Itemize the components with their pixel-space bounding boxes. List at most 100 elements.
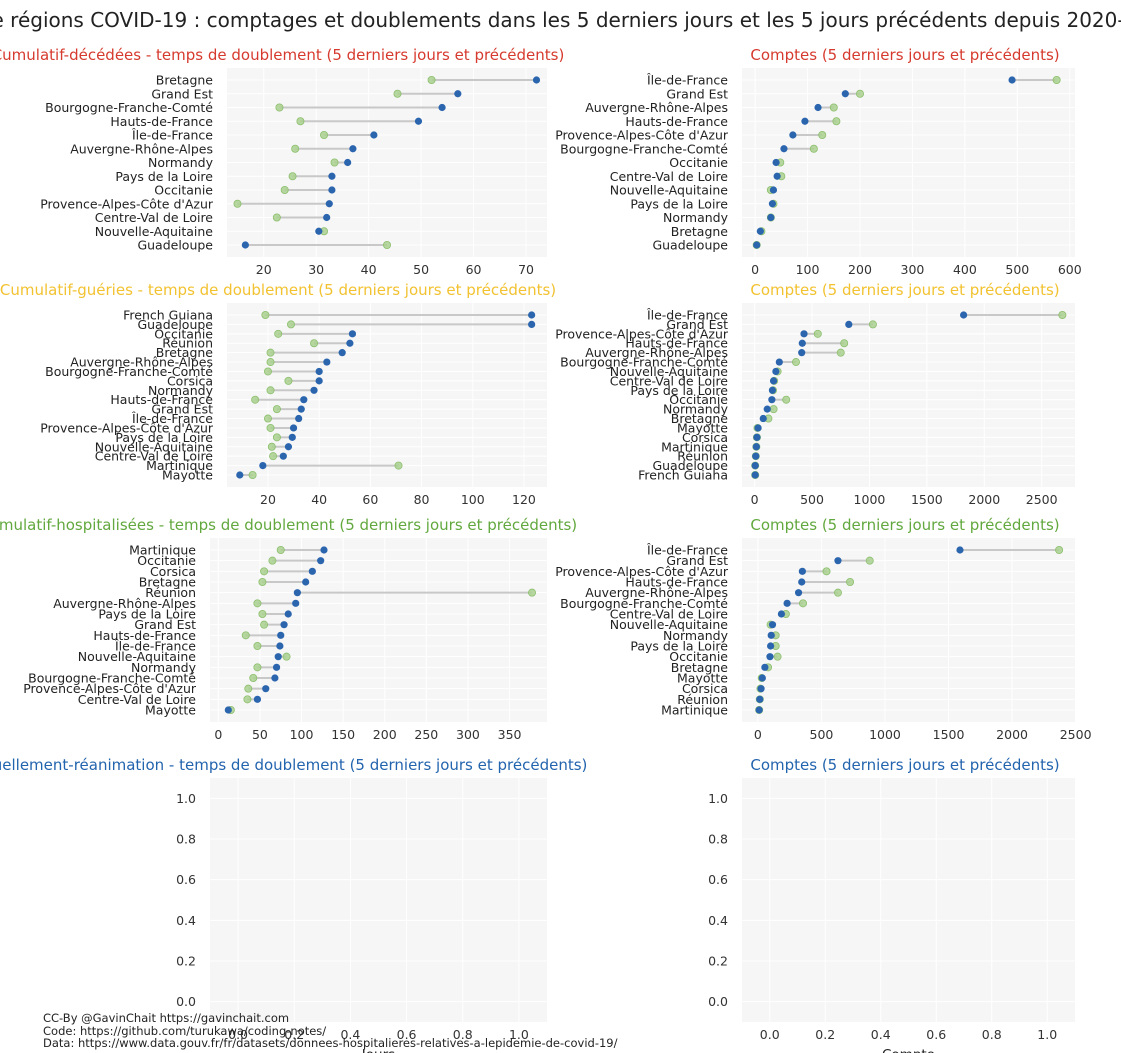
x-tick-label: 120: [512, 492, 536, 507]
plot-area: [742, 778, 1075, 1022]
category-label: Bourgogne-Franche-Comté: [45, 100, 213, 115]
current-point: [532, 76, 541, 84]
category-label: Auvergne-Rhône-Alpes: [585, 100, 728, 115]
previous-point: [855, 89, 864, 98]
category-label: Corsica: [682, 681, 728, 696]
current-point: [284, 610, 292, 618]
x-tick-label: 150: [331, 727, 355, 742]
footer-line-credit: CC-By @GavinChait https://gavinchait.com: [43, 1011, 290, 1025]
current-point: [757, 685, 765, 693]
previous-point: [267, 442, 276, 451]
y-tick-label: 0.4: [176, 913, 196, 928]
current-point: [236, 471, 244, 479]
x-tick-label: 40: [311, 492, 327, 507]
y-tick-label: 0.8: [176, 832, 196, 847]
x-tick-label: 50: [252, 727, 268, 742]
current-point: [769, 377, 778, 385]
current-point: [308, 567, 316, 575]
previous-point: [266, 423, 275, 432]
current-point: [753, 433, 761, 441]
category-label: Occitanie: [669, 155, 728, 170]
category-label: Auvergne-Rhône-Alpes: [70, 141, 213, 156]
current-point: [292, 599, 300, 607]
category-label: Centre-Val de Loire: [610, 373, 729, 388]
category-label: French Guiana: [638, 468, 728, 483]
current-point: [348, 330, 357, 338]
x-tick-label: 200: [373, 727, 397, 742]
x-tick-label: 2000: [968, 492, 1000, 507]
current-point: [766, 653, 774, 661]
current-point: [315, 227, 323, 235]
current-point: [271, 674, 279, 682]
panel-6: Actuellement-réanimation - temps de doub…: [0, 756, 587, 1053]
plot-area: [742, 538, 1075, 722]
previous-point: [833, 588, 842, 597]
previous-point: [427, 76, 436, 85]
category-label: Grand Est: [666, 553, 728, 568]
current-point: [241, 241, 249, 249]
previous-point: [282, 652, 291, 661]
current-point: [297, 405, 305, 413]
category-label: Grand Est: [134, 617, 196, 632]
plot-area: [210, 538, 547, 722]
previous-point: [244, 684, 253, 693]
current-point: [293, 589, 301, 597]
current-point: [323, 358, 331, 366]
previous-point: [253, 599, 262, 608]
category-label: Guadeloupe: [137, 238, 213, 253]
category-label: Mayotte: [145, 703, 196, 718]
x-tick-label: 0.8: [982, 1027, 1002, 1042]
category-label: Mayotte: [162, 468, 213, 483]
current-point: [834, 557, 842, 565]
x-tick-label: 1.0: [509, 1027, 529, 1042]
category-label: Auvergne-Rhône-Alpes: [585, 585, 728, 600]
previous-point: [769, 405, 778, 414]
category-label: Réunion: [677, 692, 728, 707]
current-point: [320, 546, 328, 554]
current-point: [302, 578, 310, 586]
y-tick-label: 0.2: [176, 954, 196, 969]
category-label: Pays de la Loire: [630, 196, 728, 211]
category-label: Auvergne-Rhône-Alpes: [70, 355, 213, 370]
category-label: Île-de-France: [131, 128, 213, 143]
current-point: [755, 706, 763, 714]
category-label: Bourgogne-Franche-Comté: [28, 671, 196, 686]
current-point: [317, 557, 325, 565]
x-tick-label: 20: [260, 492, 276, 507]
previous-point: [260, 567, 269, 576]
category-label: Normandy: [663, 402, 729, 417]
previous-point: [258, 610, 267, 619]
previous-point: [791, 358, 800, 367]
previous-point: [248, 470, 257, 479]
current-point: [279, 452, 287, 460]
x-tick-label: 2500: [1026, 492, 1058, 507]
current-point: [794, 589, 803, 597]
x-tick-label: 1500: [933, 727, 965, 742]
x-tick-label: 100: [290, 727, 314, 742]
x-tick-label: 0.4: [871, 1027, 891, 1042]
previous-point: [272, 433, 281, 442]
category-label: Nouvelle-Aquitaine: [78, 649, 196, 664]
current-point: [801, 117, 809, 125]
previous-point: [330, 158, 339, 167]
category-label: Grand Est: [151, 86, 213, 101]
previous-point: [241, 631, 250, 640]
category-label: Centre-Val de Loire: [78, 692, 197, 707]
y-tick-label: 0.8: [708, 832, 728, 847]
category-label: Île-de-France: [131, 411, 213, 426]
previous-point: [829, 103, 838, 112]
panel-title: Cumulatif-guéries - temps de doublement …: [0, 281, 556, 299]
y-tick-label: 0.2: [708, 954, 728, 969]
category-label: Hauts-de-France: [110, 392, 213, 407]
x-tick-label: 350: [498, 727, 522, 742]
category-label: Normandy: [131, 660, 197, 675]
category-label: Centre-Val de Loire: [610, 169, 729, 184]
category-label: Nouvelle-Aquitaine: [95, 439, 213, 454]
category-label: Normandy: [148, 383, 214, 398]
previous-point: [284, 376, 293, 385]
current-point: [1008, 76, 1016, 84]
current-point: [344, 158, 352, 167]
category-label: Réunion: [162, 336, 213, 351]
category-label: Réunion: [145, 585, 196, 600]
category-label: Centre-Val de Loire: [95, 449, 214, 464]
